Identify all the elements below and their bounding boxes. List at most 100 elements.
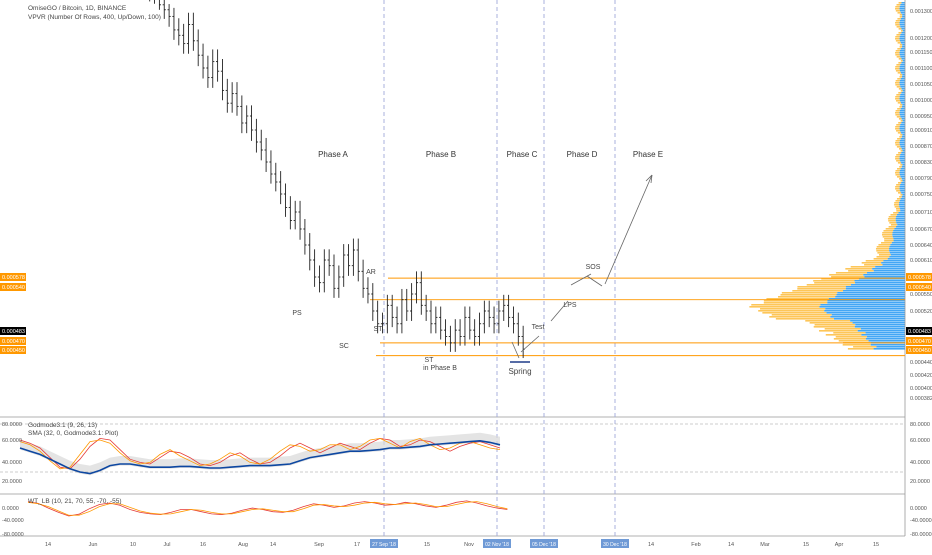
volume-bar-up <box>895 96 900 98</box>
volume-bar-down <box>894 228 905 230</box>
volume-bar-up <box>896 160 901 162</box>
volume-bar-down <box>899 200 905 202</box>
volume-bar-down <box>826 312 905 314</box>
osc-tick-label-left: -80.0000 <box>2 532 24 538</box>
volume-bar-down <box>855 324 905 326</box>
osc-tick-label-left: 40.0000 <box>2 460 22 466</box>
left-price-badge-label: 0.000483 <box>2 329 25 335</box>
volume-bar-up <box>895 186 900 188</box>
volume-bar-up <box>895 110 900 112</box>
time-tick-label: Sep <box>314 542 324 548</box>
volume-bar-up <box>895 40 900 42</box>
phase-label: Phase B <box>426 150 456 159</box>
volume-bar-down <box>889 252 905 254</box>
volume-bar-down <box>901 76 905 78</box>
volume-bar-down <box>902 44 905 46</box>
date-badge <box>483 539 511 548</box>
volume-bar-up <box>838 340 869 342</box>
volume-bar-up <box>899 148 902 150</box>
phase-label: Phase A <box>318 150 348 159</box>
date-badge-label: 05 Dec '18 <box>532 542 556 548</box>
price-badge[interactable] <box>906 283 932 291</box>
volume-bar-up <box>778 296 836 298</box>
volume-bar-down <box>843 290 905 292</box>
volume-bar-down <box>900 100 905 102</box>
volume-bar-down <box>864 276 905 278</box>
price-tick-label: 0.000420 <box>910 373 932 379</box>
volume-bar-down <box>870 344 905 346</box>
volume-bar-down <box>902 150 905 152</box>
date-badge-label: 02 Nov '18 <box>485 542 509 548</box>
volume-bar-down <box>873 270 905 272</box>
volume-bar-up <box>895 22 900 24</box>
volume-bar-up <box>876 256 890 258</box>
volume-bar-down <box>890 244 905 246</box>
time-tick-label: 14 <box>648 542 654 548</box>
volume-bar-down <box>882 264 905 266</box>
wt-lb-label: WT_LB (10, 21, 70, 55, -70, -55) <box>28 498 122 505</box>
volume-bar-up <box>896 26 901 28</box>
price-badge[interactable] <box>906 327 932 335</box>
price-tick-label: 0.000870 <box>910 144 932 150</box>
price-tick-label: 0.001000 <box>910 98 932 104</box>
volume-bar-up <box>814 324 856 326</box>
volume-bar-down <box>825 308 905 310</box>
volume-bar-up <box>895 24 900 26</box>
volume-profile <box>749 2 905 350</box>
volume-bar-up <box>792 290 844 292</box>
volume-bar-up <box>899 44 903 46</box>
price-badge-label: 0.000470 <box>908 339 931 345</box>
annotation-label: ST <box>425 357 435 364</box>
volume-bar-down <box>902 90 905 92</box>
volume-bar-down <box>845 288 905 290</box>
volume-bar-down <box>900 168 905 170</box>
volume-bar-up <box>897 102 902 104</box>
volume-bar-down <box>899 110 905 112</box>
volume-bar-up <box>806 284 851 286</box>
volume-bar-down <box>900 124 905 126</box>
volume-bar-down <box>865 338 905 340</box>
volume-bar-down <box>873 348 905 350</box>
volume-bar-up <box>897 12 901 14</box>
volume-bar-up <box>896 208 901 210</box>
volume-bar-down <box>900 190 905 192</box>
volume-bar-up <box>833 338 866 340</box>
volume-bar-up <box>896 4 901 6</box>
volume-bar-down <box>899 158 905 160</box>
annotation-label: LPS <box>563 302 577 309</box>
price-badge[interactable] <box>906 346 932 354</box>
volume-bar-down <box>900 184 905 186</box>
volume-bar-up <box>898 32 902 34</box>
volume-bar-up <box>819 330 858 332</box>
volume-bar-up <box>888 226 896 228</box>
volume-bar-up <box>893 212 899 214</box>
volume-bar-down <box>899 50 905 52</box>
arrow-back <box>586 275 603 287</box>
volume-bar-up <box>900 104 903 106</box>
volume-bar-up <box>814 282 856 284</box>
volume-bar-up <box>899 76 902 78</box>
time-tick-label: 15 <box>803 542 809 548</box>
volume-bar-down <box>901 32 905 34</box>
volume-bar-up <box>895 80 900 82</box>
volume-bar-up <box>895 98 900 100</box>
volume-bar-down <box>901 132 905 134</box>
volume-bar-up <box>895 144 900 146</box>
volume-bar-up <box>865 260 884 262</box>
volume-bar-down <box>899 40 905 42</box>
volume-bar-up <box>895 114 900 116</box>
volume-bar-up <box>835 336 867 338</box>
volume-bar-down <box>899 6 905 8</box>
volume-bar-down <box>899 54 905 56</box>
price-badge[interactable] <box>906 337 932 345</box>
volume-bar-down <box>845 286 905 288</box>
volume-bar-down <box>901 122 905 124</box>
osc-tick-label: -40.0000 <box>910 518 932 524</box>
osc-tick-label: 20.0000 <box>910 479 930 485</box>
volume-bar-up <box>896 198 901 200</box>
annotation-label: in Phase B <box>423 365 457 372</box>
volume-bar-down <box>831 314 905 316</box>
price-badge[interactable] <box>906 273 932 281</box>
